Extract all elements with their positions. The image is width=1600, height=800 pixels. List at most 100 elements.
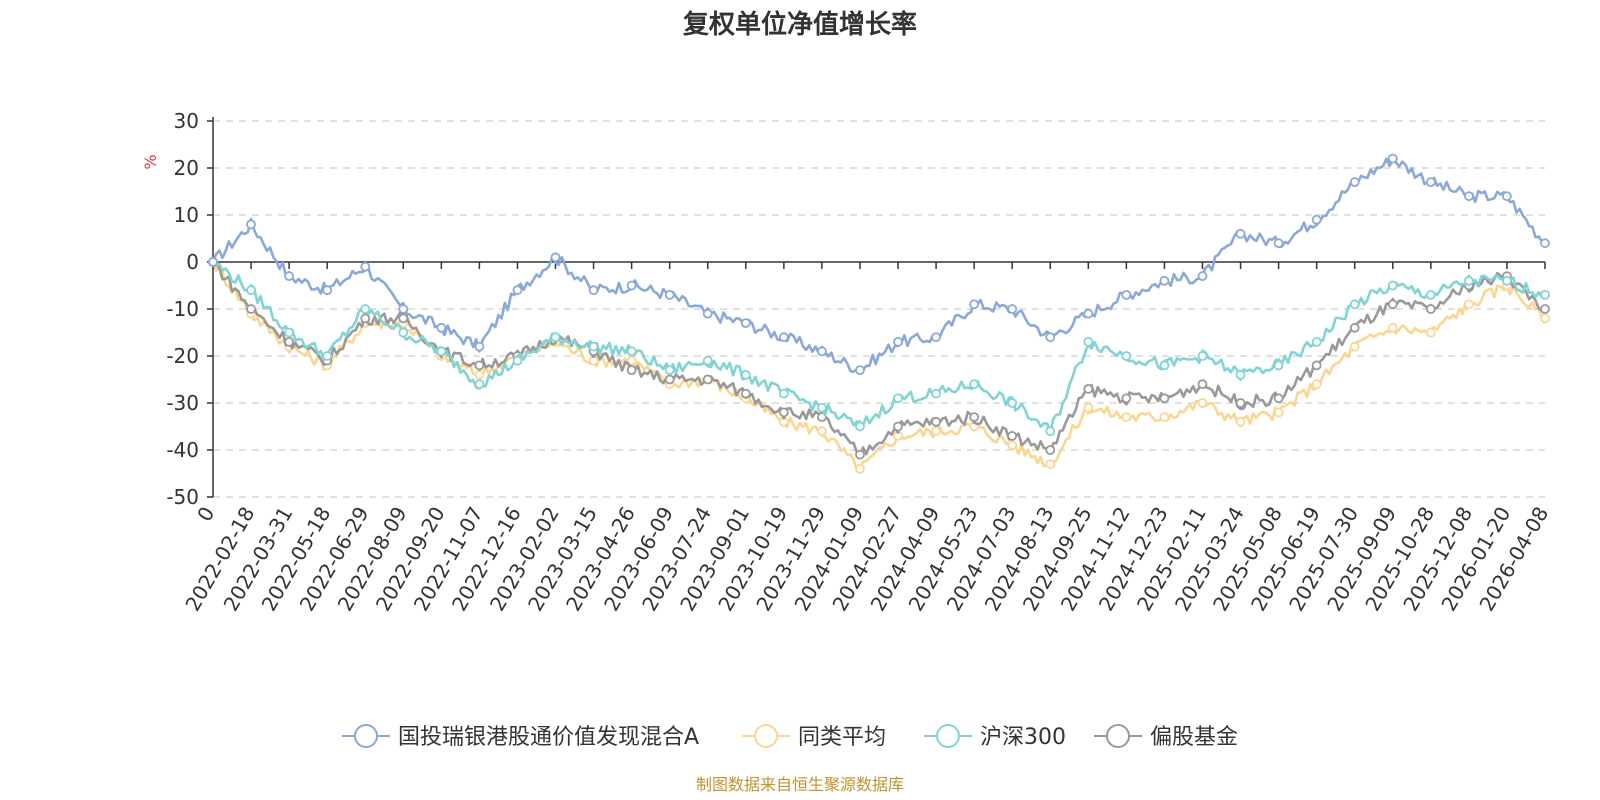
data-point (1311, 360, 1322, 371)
data-point (1463, 191, 1474, 202)
data-point (1083, 308, 1094, 319)
grid-lines (213, 120, 1545, 498)
data-point (474, 369, 485, 380)
data-point (1311, 379, 1322, 390)
data-point (1121, 412, 1132, 423)
data-point (1007, 440, 1018, 451)
y-tick-label: -20 (166, 344, 199, 368)
data-point (360, 313, 371, 324)
data-point (1540, 238, 1550, 249)
data-point (1349, 177, 1360, 188)
y-tick-label: 0 (186, 250, 199, 274)
data-point (1045, 459, 1056, 470)
data-point (778, 407, 789, 418)
data-point (246, 285, 256, 296)
data-source-note: 制图数据来自恒生聚源数据库 (696, 775, 904, 794)
legend-marker (754, 724, 778, 748)
data-point (1121, 351, 1132, 361)
data-point (1121, 393, 1132, 404)
data-point (969, 299, 980, 310)
series-line (212, 261, 1546, 459)
data-point (855, 421, 865, 432)
data-point (550, 252, 561, 263)
data-point (1540, 304, 1550, 314)
legend-item[interactable]: 偏股基金 (1094, 724, 1238, 750)
legend: 国投瑞银港股通价值发现混合A 同类平均 沪深300 偏股基金 (342, 724, 1238, 750)
data-point (664, 365, 675, 376)
data-point (1121, 289, 1132, 300)
data-point (702, 308, 713, 319)
data-point (1502, 191, 1512, 202)
data-point (474, 341, 485, 352)
data-point (1083, 402, 1094, 413)
y-tick-label: 30 (174, 109, 199, 133)
data-point (512, 285, 523, 296)
legend-item[interactable]: 同类平均 (742, 724, 886, 750)
data-point (1007, 304, 1018, 314)
data-point (969, 412, 980, 423)
data-point (778, 332, 789, 343)
data-point (855, 365, 865, 376)
data-point (855, 463, 865, 474)
data-point (1235, 398, 1246, 408)
data-point (931, 416, 941, 427)
chart-title: 复权单位净值增长率 (683, 9, 917, 40)
data-point (931, 388, 941, 399)
data-point (1463, 275, 1474, 286)
data-point (893, 421, 903, 432)
series-lines (208, 153, 1550, 474)
data-point (1045, 445, 1056, 455)
data-point (512, 355, 523, 366)
y-axis: 30 20 10 0 -10 -20 -30 -40 -50 (166, 109, 214, 509)
y-axis-unit: % (141, 154, 160, 169)
data-point (1425, 289, 1436, 300)
data-point (1425, 304, 1436, 314)
legend-label: 偏股基金 (1150, 725, 1238, 750)
legend-item[interactable]: 沪深300 (924, 724, 1066, 750)
data-point (1159, 393, 1170, 404)
data-point (360, 261, 371, 272)
data-point (1235, 369, 1246, 380)
data-point (1045, 426, 1056, 437)
data-point (1273, 360, 1284, 371)
data-point (1159, 360, 1170, 371)
data-point (1007, 430, 1018, 441)
legend-marker (354, 724, 378, 748)
data-point (1273, 407, 1284, 418)
data-point (778, 388, 789, 399)
y-tick-label: -30 (166, 391, 199, 415)
data-point (588, 285, 599, 296)
data-point (246, 219, 256, 230)
data-point (436, 346, 447, 357)
data-point (817, 426, 827, 437)
data-point (1235, 228, 1246, 239)
data-point (1083, 336, 1094, 347)
data-point (1083, 383, 1094, 394)
data-point (1311, 336, 1322, 347)
data-point (1311, 214, 1322, 225)
y-tick-label: 10 (174, 203, 199, 227)
legend-item[interactable]: 国投瑞银港股通价值发现混合A (342, 724, 699, 750)
data-point (1387, 280, 1398, 291)
data-point (1540, 313, 1550, 324)
series-line (211, 261, 1545, 472)
data-point (398, 327, 409, 338)
data-point (284, 336, 295, 347)
data-point (740, 369, 751, 380)
data-point (931, 426, 941, 437)
data-point (855, 449, 865, 460)
data-point (1387, 322, 1398, 333)
data-point (740, 388, 751, 399)
data-point (893, 393, 903, 404)
legend-label: 同类平均 (798, 725, 886, 750)
data-point (1197, 379, 1208, 390)
y-tick-label: -10 (166, 297, 199, 321)
data-point (626, 355, 637, 366)
y-tick-label: -50 (166, 485, 199, 509)
data-point (1235, 416, 1246, 427)
data-point (588, 341, 599, 352)
legend-label: 国投瑞银港股通价值发现混合A (398, 725, 699, 750)
data-point (474, 360, 485, 371)
data-point (702, 374, 713, 385)
